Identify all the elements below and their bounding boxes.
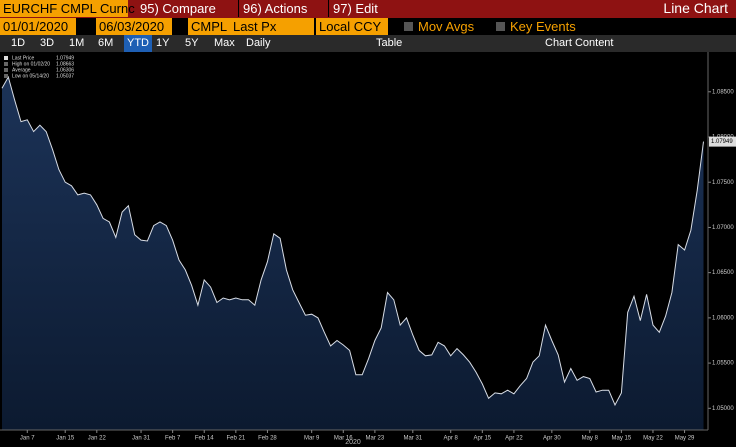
y-tick-label: 1.06500 [712, 270, 734, 276]
range-button[interactable]: 6M [98, 37, 114, 49]
last-price-tag [709, 136, 736, 147]
range-button[interactable]: 1D [11, 37, 26, 49]
edit-button[interactable]: 97) Edit [328, 0, 382, 17]
y-tick-label: 1.06000 [712, 315, 734, 321]
range-button[interactable]: 1Y [156, 37, 170, 49]
legend-label: Low on 05/14/20 [12, 73, 49, 79]
range-button[interactable]: YTD [124, 35, 152, 52]
range-button[interactable]: 5Y [185, 37, 199, 49]
checkbox-label: Key Events [510, 19, 576, 34]
security[interactable]: EURCHF CMPL Curnc [0, 0, 135, 17]
y-tick-label: 1.05500 [712, 361, 734, 367]
x-tick-label: May 15 [612, 436, 632, 442]
compare-button[interactable]: 95) Compare [136, 0, 220, 17]
legend-swatch [4, 56, 8, 60]
field[interactable]: Last Px [230, 18, 314, 35]
checkbox[interactable]: Key Events [496, 18, 576, 35]
end-date[interactable]: 06/03/2020 [96, 18, 172, 35]
view-title: Line Chart [663, 0, 728, 16]
legend-swatch [4, 74, 8, 78]
x-tick-label: Apr 15 [473, 436, 491, 442]
x-tick-label: Apr 30 [543, 436, 561, 442]
start-date[interactable]: 01/01/2020 [0, 18, 76, 35]
y-tick-label: 1.07000 [712, 225, 734, 231]
range-button[interactable]: 1M [69, 37, 85, 49]
area-fill [2, 77, 704, 430]
legend-value: 1.06306 [56, 67, 74, 73]
x-tick-label: Jan 31 [132, 436, 151, 442]
x-tick-label: May 29 [675, 436, 695, 442]
chart: 2020 1.05000 1.05500 1.06000 1.06500 1.07000… [0, 52, 736, 446]
x-tick-label: Feb 14 [195, 436, 214, 442]
x-tick-label: Feb 28 [258, 436, 277, 442]
x-tick-label: Feb 21 [226, 436, 245, 442]
legend-label: High on 01/02/20 [12, 61, 50, 67]
range-button[interactable]: 3D [40, 37, 55, 49]
last-price-label: 1.07949 [711, 139, 733, 145]
x-tick-label: Feb 7 [165, 436, 181, 442]
table-button[interactable]: Table [376, 37, 403, 49]
frequency[interactable]: Daily [246, 37, 271, 49]
legend-label: Average [12, 67, 31, 73]
price-line [1, 75, 704, 407]
currency[interactable]: Local CCY [316, 18, 388, 35]
x-tick-label: Apr 8 [444, 436, 459, 442]
legend-value: 1.05037 [56, 73, 74, 79]
legend-label: Last Price [12, 55, 34, 61]
x-tick-label: Mar 16 [334, 436, 353, 442]
y-tick-label: 1.05000 [712, 406, 734, 412]
y-tick-label: 1.08500 [712, 89, 734, 95]
chart-content-button[interactable]: Chart Content [545, 37, 614, 49]
legend-value: 1.08663 [56, 61, 74, 67]
x-tick-label: Jan 22 [88, 436, 107, 442]
x-tick-label: Jan 15 [56, 436, 75, 442]
x-tick-label: May 8 [582, 436, 599, 442]
x-tick-label: Mar 23 [366, 436, 385, 442]
x-tick-label: Jan 7 [20, 436, 35, 442]
actions-button[interactable]: 96) Actions [238, 0, 312, 17]
legend-swatch [4, 62, 8, 66]
x-tick-label: May 22 [643, 436, 663, 442]
legend-swatch [4, 68, 8, 72]
y-tick-label: 1.07500 [712, 180, 734, 186]
x-tick-label: Mar 31 [403, 436, 422, 442]
source[interactable]: CMPL [188, 18, 230, 35]
x-tick-label: Mar 9 [304, 436, 320, 442]
x-axis-label: 2020 [345, 439, 361, 446]
checkbox[interactable]: Mov Avgs [404, 18, 474, 35]
checkbox-label: Mov Avgs [418, 19, 475, 34]
x-tick-label: Apr 22 [505, 436, 523, 442]
legend-value: 1.07949 [56, 55, 74, 61]
range-button[interactable]: Max [214, 37, 235, 49]
range-bar [0, 35, 736, 52]
